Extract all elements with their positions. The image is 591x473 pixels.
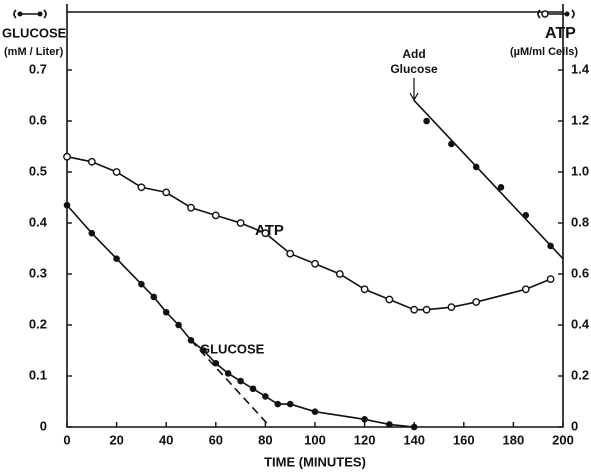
symbol-line xyxy=(13,9,47,19)
symbol-dot xyxy=(564,11,570,17)
x-tick-label: 120 xyxy=(354,432,376,447)
data-point xyxy=(113,255,120,263)
x-tick-label: 80 xyxy=(258,432,272,447)
frame-ends xyxy=(66,4,564,12)
data-point xyxy=(187,203,195,212)
data-point xyxy=(63,152,71,161)
y-tick-label: 0.4 xyxy=(29,214,48,229)
data-point xyxy=(249,385,257,393)
y-tick-label: 0.1 xyxy=(29,367,47,382)
y2-axis-unit: (µM/ml Cells) xyxy=(510,46,578,58)
y2-tick-label: 0.4 xyxy=(571,316,590,331)
y2-tick-label: 1.0 xyxy=(571,163,589,178)
data-point xyxy=(286,249,295,258)
y2-tick-label: 0.6 xyxy=(571,265,589,280)
x-tick-label: 140 xyxy=(403,432,425,447)
y2-axis-label: ATP xyxy=(545,25,576,42)
data-point xyxy=(162,308,170,316)
y2-tick-label: 0.8 xyxy=(571,214,589,229)
y2-tick-label: 0.2 xyxy=(571,367,589,382)
y2-tick-label: 1.2 xyxy=(571,112,589,127)
x-tick-label: 200 xyxy=(552,432,574,447)
symbol-dot xyxy=(37,11,43,17)
y-tick-label: 0.3 xyxy=(29,265,47,280)
y-tick-label: 0.6 xyxy=(29,112,47,127)
data-point xyxy=(236,219,245,227)
data-point xyxy=(150,293,158,301)
data-point xyxy=(447,303,456,312)
x-tick-label: 0 xyxy=(63,432,70,447)
data-point xyxy=(138,280,145,288)
data-point xyxy=(162,188,171,197)
y2-tick-label: 0 xyxy=(571,418,578,433)
data-point xyxy=(237,377,244,385)
y-axis-label: GLUCOSE xyxy=(2,25,67,40)
data-point xyxy=(472,298,481,306)
x-tick-label: 100 xyxy=(304,432,326,447)
data-point xyxy=(410,305,419,314)
data-point xyxy=(262,393,269,400)
x-axis-label: TIME (MINUTES) xyxy=(264,454,366,469)
data-point xyxy=(422,305,431,314)
data-point xyxy=(423,117,430,125)
data-point xyxy=(521,285,530,294)
y-tick-label: 0.7 xyxy=(29,61,47,76)
data-point xyxy=(385,295,394,304)
data-point xyxy=(63,201,71,209)
legend-atp-symbol xyxy=(537,9,575,19)
data-point xyxy=(311,408,319,416)
extrapolation-line xyxy=(190,339,271,428)
frame xyxy=(66,4,564,428)
annotation: Add xyxy=(402,47,425,61)
data-point xyxy=(497,183,505,191)
x-tick-label: 160 xyxy=(453,432,475,447)
data-point xyxy=(212,359,220,367)
data-point xyxy=(261,229,270,238)
data-point xyxy=(386,421,393,428)
plot-frame xyxy=(66,11,564,428)
y-axis-unit: (mM / Liter) xyxy=(4,46,64,58)
x-tick-label: 180 xyxy=(503,432,525,447)
annotation: GLUCOSE xyxy=(200,341,265,356)
data-point xyxy=(335,270,344,278)
symbol-dot xyxy=(17,11,23,17)
y-tick-label: 0 xyxy=(40,418,47,433)
data-point xyxy=(361,416,368,423)
data-point xyxy=(546,275,555,283)
y2-tick-label: 1.4 xyxy=(571,61,590,76)
y-tick-label: 0.2 xyxy=(29,316,47,331)
y-tick-label: 0.5 xyxy=(29,163,47,178)
annotation: Glucose xyxy=(390,62,438,76)
data-point xyxy=(286,400,294,408)
x-tick-label: 20 xyxy=(109,432,123,447)
data-point xyxy=(224,370,232,377)
legend-glucose-symbol xyxy=(13,9,47,19)
series-line xyxy=(413,100,564,260)
data-point xyxy=(274,400,282,408)
data-point xyxy=(175,321,182,329)
data-point xyxy=(137,183,146,192)
data-point xyxy=(410,423,418,431)
data-point xyxy=(112,168,121,176)
symbol-dot xyxy=(541,10,549,18)
data-point xyxy=(311,259,319,268)
series-line xyxy=(66,155,551,311)
x-tick-label: 40 xyxy=(159,432,173,447)
annotation-arrow xyxy=(409,78,419,102)
data-point xyxy=(88,229,96,237)
data-point xyxy=(360,285,369,294)
data-point xyxy=(211,211,220,220)
x-tick-label: 60 xyxy=(209,432,223,447)
data-point xyxy=(87,157,96,166)
